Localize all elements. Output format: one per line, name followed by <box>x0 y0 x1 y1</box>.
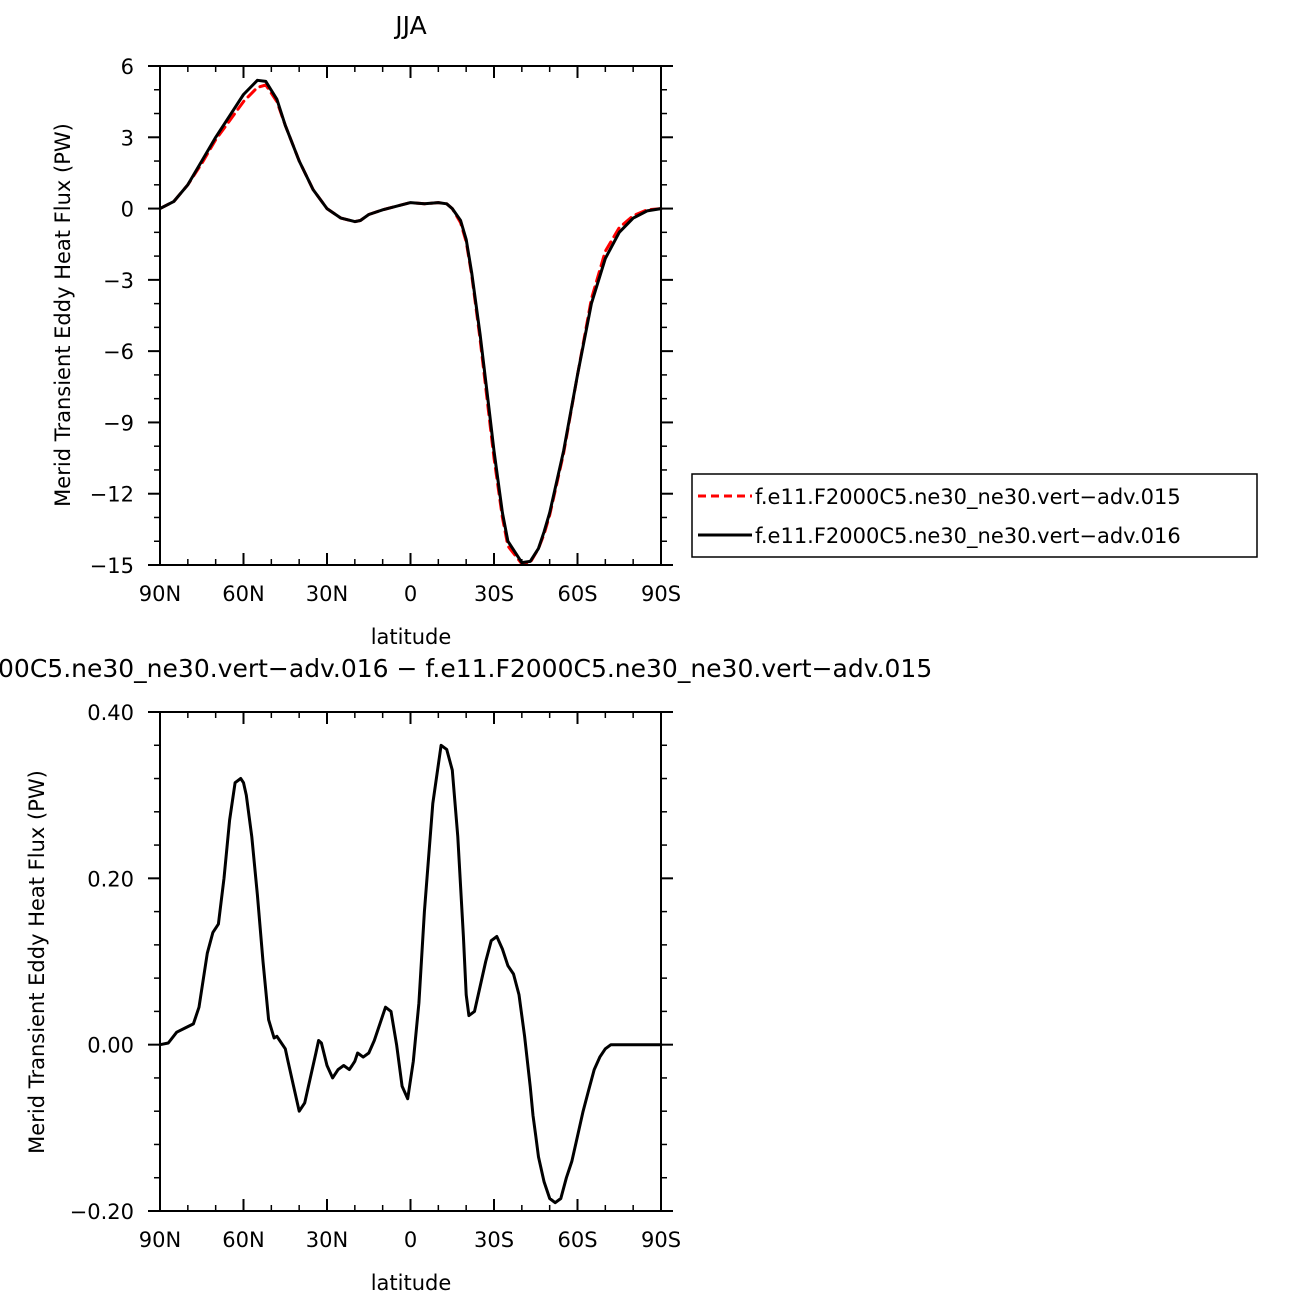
top-y-tick-label: 6 <box>121 55 134 79</box>
bottom-y-tick-label: 0.00 <box>87 1034 134 1058</box>
top-y-tick-label: −15 <box>90 554 134 578</box>
top-ticks-group: 90N 60N 30N 0 30S 60S 90S 6 3 0 −3 −6 −9 −12 −15 <box>90 55 681 606</box>
legend-label-series-016: f.e11.F2000C5.ne30_ne30.vert−adv.016 <box>755 524 1181 549</box>
top-plot-title: JJA <box>393 11 426 40</box>
top-series-line-1 <box>158 78 663 565</box>
bottom-x-tick-label: 60N <box>222 1228 264 1252</box>
top-y-tick-label: −3 <box>103 269 134 293</box>
bottom-series-line-0 <box>158 743 663 1205</box>
top-plot-frame <box>159 65 662 566</box>
top-x-tick-label: 30S <box>474 582 514 606</box>
panel-bottom: f.e11.F2000C5.ne30_ne30.vert−adv.016 − f… <box>0 654 932 1295</box>
top-x-tick-label: 90N <box>139 582 181 606</box>
bottom-y-tick-label: −0.20 <box>70 1200 134 1224</box>
top-y-tick-label: −12 <box>90 483 134 507</box>
legend: f.e11.F2000C5.ne30_ne30.vert−adv.015 f.e… <box>691 473 1258 558</box>
bottom-plot-frame <box>159 711 662 1212</box>
bottom-y-tick-label: 0.20 <box>87 867 134 891</box>
top-y-axis-title: Merid Transient Eddy Heat Flux (PW) <box>51 123 75 507</box>
legend-label-series-015: f.e11.F2000C5.ne30_ne30.vert−adv.015 <box>755 485 1181 510</box>
top-x-tick-label: 60S <box>557 582 597 606</box>
top-y-tick-label: −6 <box>103 340 134 364</box>
bottom-x-axis-title: latitude <box>371 1271 452 1295</box>
top-x-axis-title: latitude <box>371 625 452 649</box>
bottom-x-tick-label: 60S <box>557 1228 597 1252</box>
bottom-y-axis-title: Merid Transient Eddy Heat Flux (PW) <box>25 770 49 1154</box>
top-y-tick-label: 3 <box>121 126 134 150</box>
top-series-group <box>158 78 663 566</box>
bottom-x-tick-label: 90N <box>139 1228 181 1252</box>
top-x-tick-label: 90S <box>641 582 681 606</box>
bottom-y-tick-label: 0.40 <box>87 701 134 725</box>
bottom-series-group <box>158 743 663 1205</box>
bottom-x-tick-label: 30S <box>474 1228 514 1252</box>
top-x-tick-label: 0 <box>404 582 417 606</box>
bottom-x-tick-label: 0 <box>404 1228 417 1252</box>
bottom-ticks-group: 90N 60N 30N 0 30S 60S 90S 0.40 0.20 0.00 −0.20 <box>70 701 681 1252</box>
top-y-tick-label: −9 <box>103 411 134 435</box>
top-y-tick-label: 0 <box>121 198 134 222</box>
bottom-plot-title: f.e11.F2000C5.ne30_ne30.vert−adv.016 − f… <box>0 654 932 683</box>
top-x-tick-label: 60N <box>222 582 264 606</box>
bottom-x-tick-label: 90S <box>641 1228 681 1252</box>
top-x-tick-label: 30N <box>306 582 348 606</box>
panel-top: JJA 90N 60N 30N 0 30S 60S 90S 6 3 0 −3 −6 −9 −12 −15 l… <box>51 11 1258 649</box>
legend-box <box>691 473 1258 558</box>
bottom-x-tick-label: 30N <box>306 1228 348 1252</box>
